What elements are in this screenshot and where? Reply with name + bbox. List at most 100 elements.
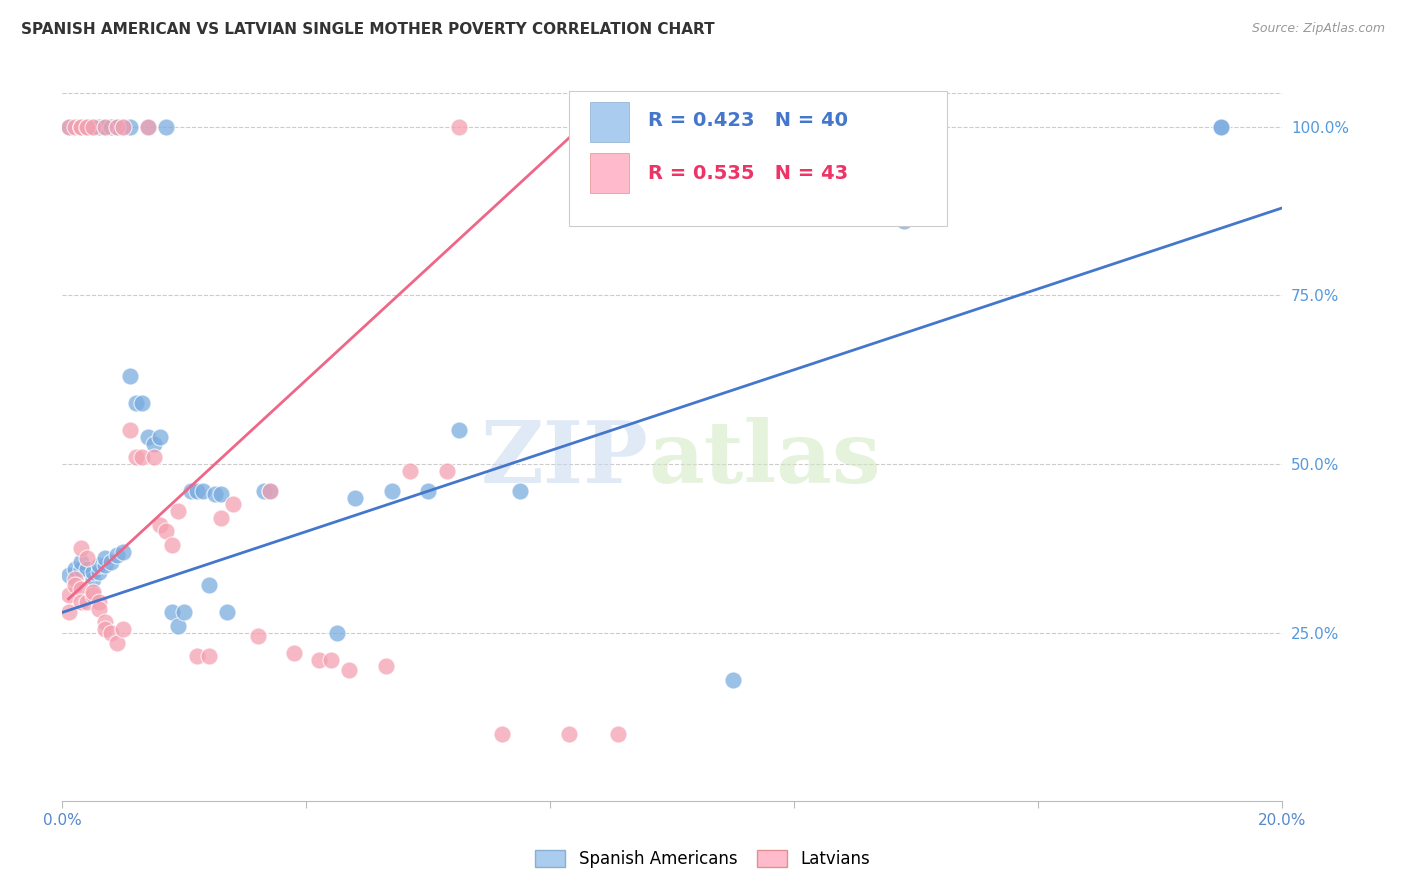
Point — [723, 673, 745, 687]
Point — [143, 450, 166, 465]
Point — [69, 555, 91, 569]
Point — [69, 595, 91, 609]
Point — [186, 483, 208, 498]
Point — [58, 120, 80, 134]
Point — [308, 652, 330, 666]
Point — [344, 491, 367, 505]
Point — [136, 120, 159, 134]
Point — [69, 120, 91, 134]
Point — [112, 544, 135, 558]
Point — [76, 120, 98, 134]
Point — [606, 727, 628, 741]
Point — [209, 511, 232, 525]
Point — [259, 483, 281, 498]
Point — [143, 437, 166, 451]
Point — [191, 483, 214, 498]
Point — [1211, 120, 1233, 134]
Point — [162, 538, 184, 552]
Point — [105, 120, 128, 134]
Point — [112, 622, 135, 636]
Point — [87, 595, 110, 609]
Text: R = 0.423   N = 40: R = 0.423 N = 40 — [648, 111, 848, 130]
Point — [167, 504, 190, 518]
Point — [118, 423, 141, 437]
Point — [63, 561, 86, 575]
Point — [87, 565, 110, 579]
Point — [58, 589, 80, 603]
Point — [1211, 120, 1233, 134]
Bar — [589, 153, 628, 194]
Point — [374, 659, 396, 673]
Point — [162, 605, 184, 619]
Point — [69, 582, 91, 596]
Point — [82, 572, 104, 586]
Bar — [589, 102, 628, 142]
Point — [76, 120, 98, 134]
Point — [149, 517, 172, 532]
Point — [217, 605, 239, 619]
Point — [69, 120, 91, 134]
Point — [131, 396, 153, 410]
Point — [58, 568, 80, 582]
Point — [94, 120, 117, 134]
Point — [436, 464, 458, 478]
Point — [198, 649, 221, 664]
Point — [204, 487, 226, 501]
Point — [118, 369, 141, 384]
Point — [69, 120, 91, 134]
Point — [167, 619, 190, 633]
Point — [58, 120, 80, 134]
Point — [326, 625, 349, 640]
Point — [100, 625, 122, 640]
Point — [509, 483, 531, 498]
Point — [105, 548, 128, 562]
FancyBboxPatch shape — [569, 91, 948, 226]
Point — [69, 561, 91, 575]
Point — [136, 430, 159, 444]
Point — [63, 120, 86, 134]
Point — [112, 120, 135, 134]
Point — [253, 483, 276, 498]
Point — [149, 430, 172, 444]
Point — [94, 558, 117, 573]
Point — [136, 120, 159, 134]
Point — [259, 483, 281, 498]
Text: Source: ZipAtlas.com: Source: ZipAtlas.com — [1251, 22, 1385, 36]
Legend: Spanish Americans, Latvians: Spanish Americans, Latvians — [529, 843, 877, 875]
Point — [893, 214, 915, 228]
Point — [63, 572, 86, 586]
Point — [100, 555, 122, 569]
Point — [87, 120, 110, 134]
Point — [94, 615, 117, 630]
Point — [87, 602, 110, 616]
Point — [418, 483, 440, 498]
Point — [399, 464, 422, 478]
Text: R = 0.535   N = 43: R = 0.535 N = 43 — [648, 164, 848, 183]
Point — [125, 450, 148, 465]
Point — [82, 589, 104, 603]
Point — [337, 663, 360, 677]
Point — [447, 423, 470, 437]
Point — [76, 551, 98, 566]
Text: ZIP: ZIP — [481, 417, 648, 501]
Point — [118, 120, 141, 134]
Point — [155, 120, 177, 134]
Point — [319, 652, 342, 666]
Point — [246, 629, 269, 643]
Point — [558, 727, 581, 741]
Point — [491, 727, 513, 741]
Point — [94, 551, 117, 566]
Point — [112, 120, 135, 134]
Text: SPANISH AMERICAN VS LATVIAN SINGLE MOTHER POVERTY CORRELATION CHART: SPANISH AMERICAN VS LATVIAN SINGLE MOTHE… — [21, 22, 714, 37]
Point — [209, 487, 232, 501]
Point — [222, 498, 245, 512]
Point — [155, 524, 177, 539]
Point — [76, 120, 98, 134]
Point — [283, 646, 305, 660]
Point — [76, 561, 98, 575]
Point — [186, 649, 208, 664]
Point — [173, 605, 195, 619]
Point — [180, 483, 202, 498]
Point — [82, 565, 104, 579]
Point — [381, 483, 404, 498]
